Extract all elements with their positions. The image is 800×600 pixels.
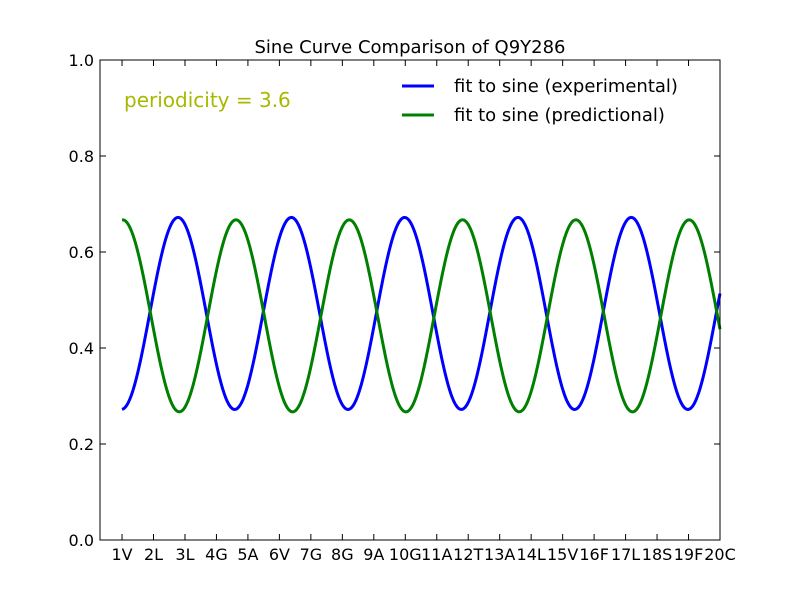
- x-tick-label: 12T: [453, 545, 483, 564]
- y-tick-label: 1.0: [69, 51, 94, 70]
- series-layer: [121, 215, 722, 414]
- plot-area: [100, 60, 720, 540]
- ticks-layer: 1V 2L 3L 4G 5A 6V 7G 8G 9A 10G 11A 12T 13A 14L 15V 16F 1…: [69, 51, 736, 564]
- x-tick-label: 4G: [205, 545, 228, 564]
- x-tick-label: 13A: [484, 545, 515, 564]
- x-tick-label: 19F: [674, 545, 704, 564]
- legend-label-experimental: fit to sine (experimental): [454, 76, 678, 97]
- x-tick-label: 2L: [144, 545, 163, 564]
- x-tick-label: 6V: [269, 545, 290, 564]
- plot-frame: [99, 59, 721, 541]
- x-tick-label: 16F: [579, 545, 609, 564]
- x-tick-label: 15V: [547, 545, 578, 564]
- x-tick-label: 9A: [363, 545, 384, 564]
- y-tick-label: 0.8: [69, 147, 94, 166]
- x-tick-label: 7G: [300, 545, 323, 564]
- legend-label-predictional: fit to sine (predictional): [454, 105, 665, 126]
- legend: fit to sine (experimental) fit to sine (…: [402, 76, 678, 126]
- y-tick-label: 0.6: [69, 243, 94, 262]
- x-tick-label: 3L: [175, 545, 194, 564]
- y-tick-label: 0.2: [69, 435, 94, 454]
- series-line-experimental: [121, 215, 722, 411]
- x-tick-label: 17L: [611, 545, 640, 564]
- x-tick-label: 11A: [421, 545, 452, 564]
- x-tick-label: 1V: [111, 545, 132, 564]
- y-tick-label: 0.0: [69, 531, 94, 550]
- x-tick-label: 10G: [389, 545, 422, 564]
- x-tick-label: 14L: [517, 545, 546, 564]
- x-tick-label: 20C: [704, 545, 736, 564]
- y-tick-label: 0.4: [69, 339, 94, 358]
- x-tick-label: 18S: [642, 545, 673, 564]
- series-line-predictional: [121, 218, 722, 414]
- x-tick-label: 5A: [237, 545, 258, 564]
- chart-title: Sine Curve Comparison of Q9Y286: [255, 37, 566, 58]
- periodicity-annotation: periodicity = 3.6: [124, 88, 291, 112]
- x-tick-label: 8G: [331, 545, 354, 564]
